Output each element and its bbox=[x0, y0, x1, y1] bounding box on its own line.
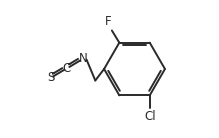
Text: F: F bbox=[104, 15, 111, 28]
Text: S: S bbox=[47, 71, 54, 84]
Text: Cl: Cl bbox=[144, 110, 155, 123]
Text: C: C bbox=[63, 62, 71, 75]
Text: N: N bbox=[79, 52, 88, 65]
